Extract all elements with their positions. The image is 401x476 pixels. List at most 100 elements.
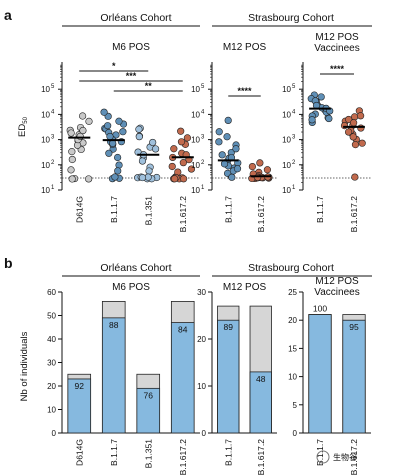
data-point (67, 166, 75, 174)
bar-percent-label: 48 (256, 374, 266, 384)
y-tick-exponent: 2 (292, 160, 296, 166)
significance-label: **** (330, 64, 345, 74)
cohort-strasbourg-b: Strasbourg Cohort (248, 262, 334, 274)
significance-label: *** (126, 71, 137, 81)
bar-positive (342, 319, 366, 434)
y-tick-label: 5 (293, 401, 298, 410)
subplot-title: M12 POS (223, 42, 267, 53)
data-point (68, 148, 76, 156)
data-point (79, 112, 87, 120)
y-tick-label: 10 (288, 373, 297, 382)
data-point (325, 114, 333, 123)
y-tick-label: 40 (47, 335, 56, 344)
data-point (179, 159, 187, 167)
y-tick-exponent: 4 (51, 109, 55, 115)
data-point (224, 116, 232, 124)
y-tick-label: 10 (282, 161, 291, 170)
y-tick-exponent: 1 (292, 185, 296, 191)
x-category-label: B.1.617.2 (178, 196, 188, 233)
y-tick-label: 10 (282, 85, 291, 94)
subplot-title: M12 POS (223, 282, 267, 293)
data-point (138, 173, 147, 182)
panel-a-letter: a (4, 7, 12, 23)
data-point (111, 173, 119, 181)
y-tick-exponent: 5 (292, 84, 296, 90)
data-point (308, 116, 316, 124)
cohort-orleans-b: Orléans Cohort (100, 262, 171, 274)
bar-percent-label: 100 (313, 304, 327, 314)
y-tick-exponent: 5 (51, 84, 55, 90)
data-point (67, 129, 75, 137)
watermark-icon (316, 450, 330, 464)
data-point (149, 138, 157, 147)
data-point (85, 117, 93, 125)
data-point (79, 126, 87, 135)
data-point (151, 145, 160, 153)
data-point (248, 162, 256, 171)
significance-label: ** (145, 81, 153, 91)
bar-positive (170, 322, 195, 434)
data-point (351, 141, 360, 149)
x-category-label: B.1.617.2 (256, 196, 266, 233)
bar-positive (249, 371, 272, 434)
data-point (180, 175, 188, 183)
x-category-label: B.1.351 (143, 439, 153, 469)
y-tick-exponent: 4 (292, 109, 296, 115)
y-tick-exponent: 2 (51, 160, 55, 166)
data-point (114, 153, 122, 162)
data-point (218, 151, 226, 159)
y-tick-label: 15 (288, 344, 297, 353)
data-point (85, 175, 93, 183)
y-tick-label: 30 (197, 288, 206, 297)
subplot-title-line2: Vaccinees (314, 287, 359, 298)
x-category-label: B.1.1.7 (109, 439, 119, 466)
data-point (215, 128, 223, 136)
bar-positive (308, 314, 332, 434)
y-tick-label: 10 (282, 136, 291, 145)
data-point (145, 167, 153, 175)
y-tick-exponent: 3 (51, 135, 55, 141)
data-point (105, 149, 113, 157)
y-tick-label: 10 (197, 382, 206, 391)
data-point (349, 133, 357, 141)
x-category-label: B.1.617.2 (349, 439, 359, 476)
y-tick-label: 10 (191, 110, 200, 119)
y-tick-label: 20 (47, 382, 56, 391)
data-point (233, 165, 242, 173)
data-point (357, 124, 365, 132)
y-tick-label: 0 (52, 429, 57, 438)
x-category-label: B.1.617.2 (178, 439, 188, 476)
y-tick-label: 10 (191, 186, 200, 195)
data-point (68, 175, 76, 183)
subplot-title-line1: M12 POS (315, 32, 359, 43)
y-tick-label: 20 (288, 316, 297, 325)
data-point (358, 139, 366, 147)
data-point (171, 175, 179, 183)
y-tick-label: 10 (41, 136, 50, 145)
data-point (135, 125, 143, 133)
y-tick-label: 0 (202, 429, 207, 438)
y-axis-title: Nb of individuals (19, 331, 30, 401)
data-point (228, 173, 236, 181)
bar-positive (101, 317, 126, 434)
bar-m6-pos: M6 POS 0 10 20 30 40 50 60 Nb of individuals 92 D6… (19, 282, 200, 475)
data-point (168, 162, 176, 171)
x-category-label: B.1.1.7 (223, 439, 233, 466)
y-tick-label: 10 (41, 85, 50, 94)
watermark-text: 生物谷 (333, 452, 357, 462)
bar-percent-label: 88 (109, 320, 119, 330)
data-point (170, 145, 178, 153)
subplot-title-line1: M12 POS (315, 276, 359, 287)
bar-positive (67, 378, 92, 434)
data-point (106, 132, 114, 141)
x-category-label: D614G (74, 439, 84, 466)
data-point (344, 128, 353, 136)
y-tick-label: 10 (282, 110, 291, 119)
y-tick-label: 60 (47, 288, 56, 297)
y-tick-exponent: 1 (51, 185, 55, 191)
y-tick-label: 20 (197, 335, 206, 344)
data-point (340, 121, 349, 130)
bar-m12-vaccinees: M12 POSVaccinees0510152025100B.1.1.795B.… (288, 276, 371, 475)
